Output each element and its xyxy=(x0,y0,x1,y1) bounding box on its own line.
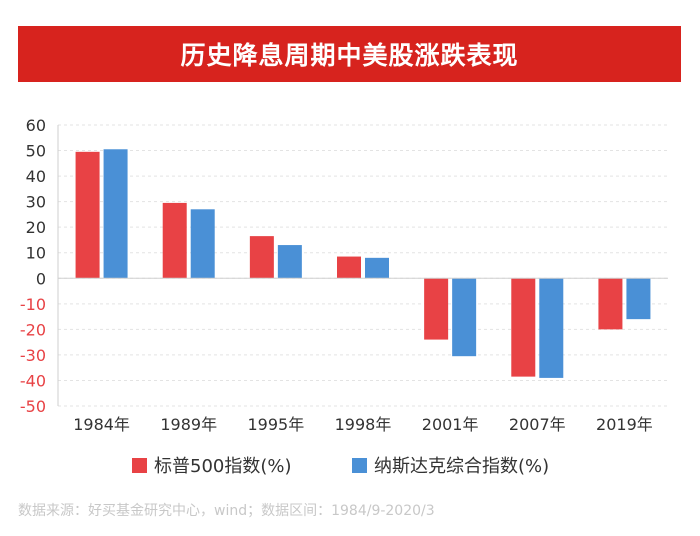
x-tick-label: 2001年 xyxy=(422,415,479,434)
legend-swatch-nasdaq xyxy=(352,458,367,473)
bar-sp500 xyxy=(249,236,274,279)
legend-label-nasdaq: 纳斯达克综合指数(%) xyxy=(374,456,549,477)
bar-sp500 xyxy=(75,151,100,279)
bar-sp500 xyxy=(598,278,623,330)
x-tick-label: 2019年 xyxy=(596,415,653,434)
x-tick-label: 1984年 xyxy=(73,415,130,434)
y-tick-label: -20 xyxy=(20,320,46,339)
x-tick-label: 1989年 xyxy=(160,415,217,434)
y-tick-label: -10 xyxy=(20,295,46,314)
legend-swatch-sp500 xyxy=(132,458,147,473)
x-tick-label: 1995年 xyxy=(247,415,304,434)
y-tick-label: -40 xyxy=(20,371,46,390)
bar-nasdaq xyxy=(277,245,302,279)
y-tick-label: -50 xyxy=(20,397,46,416)
x-tick-label: 1998年 xyxy=(335,415,392,434)
bar-sp500 xyxy=(162,202,187,279)
bar-nasdaq xyxy=(452,278,477,357)
bar-nasdaq xyxy=(190,209,215,279)
legend-label-sp500: 标普500指数(%) xyxy=(154,456,292,477)
y-tick-label: 30 xyxy=(26,193,46,212)
bar-sp500 xyxy=(424,278,449,340)
bar-sp500 xyxy=(511,278,536,377)
bar-sp500 xyxy=(337,256,361,279)
bar-nasdaq xyxy=(365,257,389,279)
y-tick-label: -30 xyxy=(20,346,46,365)
y-tick-label: 10 xyxy=(26,244,46,263)
y-tick-label: 50 xyxy=(26,142,46,161)
bar-nasdaq xyxy=(626,278,651,320)
y-tick-label: 20 xyxy=(26,218,46,237)
y-tick-label: 0 xyxy=(36,269,46,288)
data-source-note: 数据来源：好买基金研究中心，wind；数据区间：1984/9-2020/3 xyxy=(18,503,435,519)
bar-nasdaq xyxy=(103,149,128,279)
chart-title-banner: 历史降息周期中美股涨跌表现 xyxy=(18,26,681,82)
y-tick-label: 40 xyxy=(26,167,46,186)
chart-title: 历史降息周期中美股涨跌表现 xyxy=(180,41,519,70)
y-tick-label: 60 xyxy=(26,116,46,135)
bar-nasdaq xyxy=(539,278,564,378)
x-tick-label: 2007年 xyxy=(509,415,566,434)
